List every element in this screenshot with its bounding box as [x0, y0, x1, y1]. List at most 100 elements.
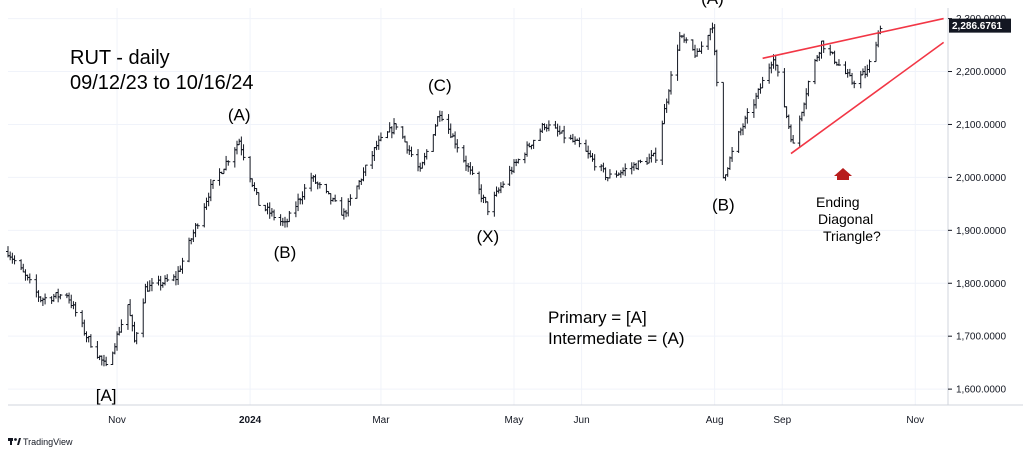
- ohlc-bar: [754, 92, 759, 109]
- ohlc-bar: [171, 274, 176, 282]
- ohlc-bar: [858, 70, 863, 89]
- ohlc-bar: [590, 153, 595, 162]
- ohlc-bar: [525, 141, 530, 157]
- trendline-upper[interactable]: [762, 17, 944, 60]
- ohlc-bar: [204, 197, 209, 210]
- ohlc-bar: [239, 136, 244, 156]
- ohlc-bar: [202, 203, 207, 228]
- ohlc-bar: [468, 162, 473, 175]
- ohlc-bar: [311, 175, 316, 182]
- ohlc-bar: [431, 134, 436, 152]
- ohlc-bar: [38, 296, 43, 303]
- ohlc-bar: [125, 304, 130, 330]
- ohlc-bar: [684, 37, 689, 44]
- ending-diagonal-annotation: Ending Diagonal Triangle?: [816, 168, 881, 244]
- chart-title-line-2: 09/12/23 to 10/16/24: [70, 72, 254, 94]
- wave-label: (B): [274, 243, 297, 262]
- ohlc-bar: [409, 146, 414, 157]
- ohlc-bar: [501, 181, 506, 189]
- ohlc-bar: [272, 209, 277, 221]
- wave-label: (X): [476, 227, 499, 246]
- ohlc-bar: [477, 171, 482, 195]
- ohlc-bar: [267, 202, 272, 219]
- ohlc-bar: [568, 134, 573, 140]
- wave-labels: [A] (A) (B) (C) (X) (A) (B): [96, 0, 735, 405]
- ohlc-bar: [498, 182, 503, 194]
- ohlc-bar: [745, 108, 750, 124]
- up-arrow-icon: [834, 168, 852, 180]
- ohlc-bar: [706, 34, 711, 50]
- ohlc-bar: [128, 299, 133, 317]
- ohlc-bar: [629, 162, 634, 175]
- chart-title-line-1: RUT - daily: [70, 47, 170, 69]
- ohlc-bar: [669, 71, 674, 95]
- ohlc-bar: [8, 251, 13, 261]
- ohlc-bar: [191, 229, 196, 242]
- ohlc-bar: [119, 319, 124, 333]
- ohlc-bar: [241, 144, 246, 161]
- ohlc-bar: [511, 159, 516, 174]
- ohlc-bar: [235, 140, 240, 155]
- ohlc-bar: [53, 292, 58, 299]
- ohlc-bar: [110, 351, 115, 365]
- ohlc-bar: [389, 126, 394, 139]
- ohlc-bar: [394, 123, 399, 130]
- ohlc-bar: [226, 160, 231, 166]
- ohlc-bar: [815, 54, 820, 62]
- legend-intermediate: Intermediate = (A): [548, 329, 685, 348]
- ohlc-bar: [49, 296, 54, 304]
- ohlc-bar: [863, 65, 868, 79]
- time-tick-label: Mar: [372, 415, 390, 426]
- ohlc-bar: [19, 259, 24, 271]
- ohlc-bar: [865, 64, 870, 77]
- ohlc-bar: [638, 159, 643, 164]
- ohlc-bar: [12, 255, 17, 265]
- price-tick-label: 1,600.0000: [956, 385, 1006, 396]
- ohlc-bar: [298, 197, 303, 205]
- ohlc-bar: [134, 332, 139, 345]
- ohlc-bar: [67, 292, 72, 304]
- ohlc-bar: [740, 123, 745, 136]
- ohlc-bar: [187, 237, 192, 263]
- ohlc-bar: [84, 331, 89, 343]
- ohlc-bar: [730, 146, 735, 162]
- time-axis[interactable]: Nov 2024 Mar May Jun Aug Sep Nov: [108, 415, 924, 426]
- ohlc-bar: [760, 76, 765, 89]
- time-tick-label: Nov: [108, 415, 126, 426]
- ohlc-bar: [586, 145, 591, 159]
- ohlc-bar: [721, 81, 726, 179]
- ohlc-bar: [180, 257, 185, 274]
- ohlc-bar: [592, 154, 597, 171]
- ohlc-bar: [708, 28, 713, 41]
- ohlc-bar: [195, 223, 200, 229]
- ohlc-bar: [677, 31, 682, 52]
- ohlc-bar: [682, 33, 687, 43]
- ohlc-bar: [516, 158, 521, 164]
- ohlc-bar: [775, 64, 780, 77]
- legend-primary: Primary = [A]: [548, 308, 647, 327]
- ohlc-bar: [712, 24, 717, 56]
- ohlc-bar: [450, 133, 455, 138]
- ohlc-bar: [738, 127, 743, 136]
- ohlc-bar: [751, 99, 756, 118]
- ohlc-bar: [165, 274, 170, 282]
- ohlc-bar: [21, 263, 26, 273]
- ohlc-bar: [339, 197, 344, 216]
- trendline-lower[interactable]: [790, 41, 945, 155]
- ohlc-bar: [562, 125, 567, 144]
- tradingview-logo-text: TradingView: [23, 437, 73, 447]
- last-price-tag[interactable]: 2,286.6761: [949, 18, 1011, 33]
- ohlc-bar: [819, 40, 824, 59]
- ohlc-bar: [163, 275, 168, 286]
- ohlc-bar: [348, 194, 353, 206]
- ohlc-bar: [424, 149, 429, 160]
- ohlc-bar: [470, 166, 475, 176]
- tradingview-logo[interactable]: TradingView: [8, 437, 73, 447]
- ohlc-bar: [361, 167, 366, 182]
- trendlines[interactable]: [762, 17, 945, 155]
- ohlc-bar: [614, 170, 619, 178]
- time-tick-label: 2024: [239, 415, 262, 426]
- wave-label: (A): [228, 105, 251, 124]
- price-axis[interactable]: 2,300.00002,200.00002,100.00002,000.0000…: [948, 14, 1006, 396]
